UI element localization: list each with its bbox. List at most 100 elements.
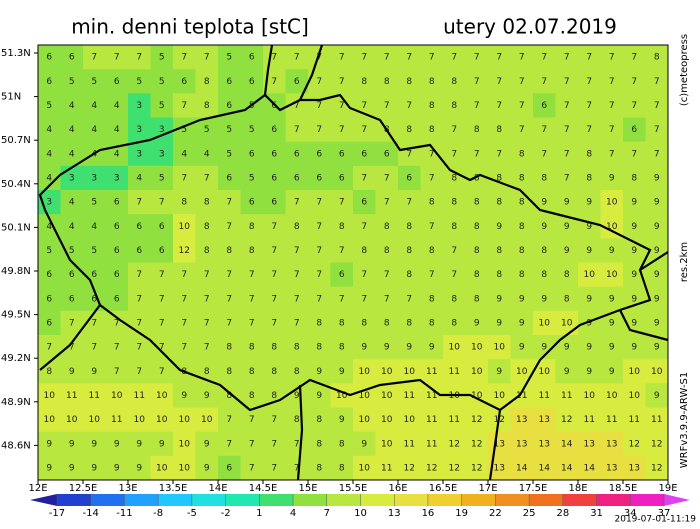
field-cell bbox=[375, 190, 399, 215]
field-cell bbox=[173, 407, 196, 433]
grid-value: 7 bbox=[451, 125, 457, 135]
grid-value: 13 bbox=[539, 415, 550, 425]
grid-value: 10 bbox=[381, 415, 393, 425]
field-cell bbox=[128, 214, 151, 239]
field-cell bbox=[443, 359, 466, 384]
grid-value: 6 bbox=[316, 173, 322, 183]
grid-value: 6 bbox=[226, 77, 232, 87]
grid-value: 8 bbox=[429, 125, 435, 135]
grid-value: 9 bbox=[654, 343, 660, 353]
field-cell bbox=[285, 214, 309, 239]
field-cell bbox=[555, 45, 579, 70]
grid-value: 7 bbox=[181, 318, 187, 328]
axes: 51.3N51N50.7N50.4N50.1N49.8N49.5N49.2N48… bbox=[1, 48, 678, 494]
field-cell bbox=[623, 359, 646, 384]
field-cell bbox=[285, 190, 309, 215]
grid-value: 7 bbox=[204, 270, 210, 280]
grid-value: 7 bbox=[294, 53, 300, 63]
grid-value: 7 bbox=[294, 198, 300, 208]
field-cell bbox=[420, 190, 444, 215]
field-cell bbox=[510, 141, 534, 167]
grid-value: 9 bbox=[541, 222, 547, 232]
field-cell bbox=[150, 141, 174, 167]
field-cell bbox=[353, 262, 376, 288]
grid-value: 7 bbox=[496, 77, 502, 87]
field-cell bbox=[105, 45, 129, 70]
grid-value: 7 bbox=[541, 53, 547, 63]
colorbar-segment bbox=[427, 494, 462, 506]
field-cell bbox=[83, 455, 106, 481]
field-cell bbox=[420, 238, 444, 263]
grid-value: 7 bbox=[564, 101, 570, 111]
field-cell bbox=[375, 407, 399, 433]
grid-value: 7 bbox=[339, 77, 345, 87]
lat-label: 50.4N bbox=[1, 179, 31, 190]
colorbar-label: 16 bbox=[422, 508, 435, 519]
grid-value: 13 bbox=[629, 463, 640, 473]
grid-value: 11 bbox=[66, 391, 77, 401]
grid-value: 8 bbox=[294, 222, 300, 232]
field-cell bbox=[420, 383, 444, 408]
grid-value: 7 bbox=[46, 343, 52, 353]
grid-value: 7 bbox=[451, 246, 457, 256]
grid-value: 7 bbox=[136, 270, 142, 280]
grid-value: 6 bbox=[69, 53, 75, 63]
colorbar-label: -17 bbox=[49, 508, 65, 519]
field-cell bbox=[353, 69, 376, 94]
field-cell bbox=[240, 141, 264, 167]
grid-value: 8 bbox=[339, 439, 345, 449]
grid-value: 7 bbox=[91, 318, 97, 328]
field-cell bbox=[285, 238, 309, 263]
grid-value: 9 bbox=[586, 198, 592, 208]
grid-value: 10 bbox=[179, 415, 191, 425]
grid-value: 8 bbox=[384, 246, 390, 256]
field-cell bbox=[398, 262, 421, 288]
field-cell bbox=[38, 286, 61, 312]
grid-value: 10 bbox=[336, 391, 348, 401]
grid-value: 5 bbox=[249, 125, 255, 135]
field-cell bbox=[443, 431, 466, 457]
grid-value: 7 bbox=[339, 101, 345, 111]
field-cell bbox=[510, 310, 534, 336]
grid-value: 11 bbox=[426, 367, 437, 377]
field-cell bbox=[218, 455, 241, 481]
field-cell bbox=[353, 214, 376, 239]
field-cell bbox=[263, 431, 286, 457]
field-cell bbox=[645, 383, 669, 408]
grid-value: 8 bbox=[249, 343, 255, 353]
field-cell bbox=[398, 286, 421, 312]
grid-value: 8 bbox=[451, 294, 457, 304]
grid-value: 7 bbox=[339, 198, 345, 208]
grid-value: 4 bbox=[114, 125, 120, 135]
field-cell bbox=[600, 383, 624, 408]
grid-value: 9 bbox=[586, 367, 592, 377]
field-cell bbox=[60, 238, 84, 263]
field-cell bbox=[533, 407, 556, 433]
grid-value: 6 bbox=[249, 53, 255, 63]
grid-value: 7 bbox=[226, 439, 232, 449]
grid-value: 7 bbox=[249, 318, 255, 328]
grid-value: 7 bbox=[496, 149, 502, 159]
grid-value: 7 bbox=[181, 101, 187, 111]
grid-value: 7 bbox=[586, 101, 592, 111]
field-cell bbox=[645, 286, 669, 312]
field-cell bbox=[420, 45, 444, 70]
lat-label: 50.7N bbox=[1, 135, 31, 146]
grid-value: 7 bbox=[609, 125, 615, 135]
grid-value: 7 bbox=[541, 77, 547, 87]
grid-value: 8 bbox=[451, 318, 457, 328]
field-cell bbox=[600, 45, 624, 70]
field-cell bbox=[263, 238, 286, 263]
grid-value: 7 bbox=[226, 222, 232, 232]
grid-value: 7 bbox=[564, 125, 570, 135]
field-cell bbox=[578, 455, 601, 481]
grid-value: 7 bbox=[181, 294, 187, 304]
field-cell bbox=[488, 214, 511, 239]
field-cell bbox=[353, 383, 376, 408]
grid-value: 11 bbox=[111, 415, 122, 425]
grid-value: 4 bbox=[114, 101, 120, 111]
field-cell bbox=[488, 238, 511, 263]
grid-value: 11 bbox=[584, 415, 595, 425]
field-cell bbox=[240, 45, 264, 70]
colorbar-segment bbox=[259, 494, 294, 506]
